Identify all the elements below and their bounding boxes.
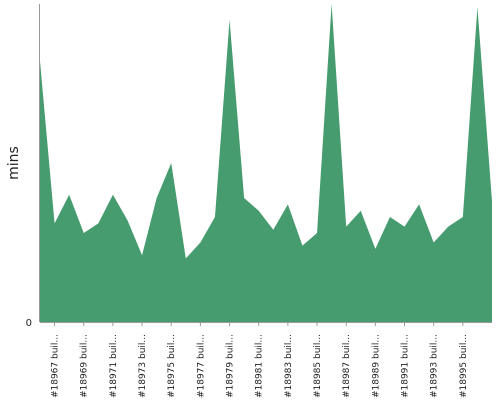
x-tick-label: #18971 buil... — [109, 334, 119, 398]
x-tick-label: #18969 buil... — [80, 334, 90, 398]
x-tick-label: #18985 buil... — [313, 334, 323, 398]
x-tick-label: #18991 buil... — [401, 334, 411, 398]
x-tick-label: #18967 buil... — [51, 334, 61, 398]
x-tick-label: #18989 buil... — [371, 334, 381, 398]
series-area — [40, 4, 492, 322]
x-tick-label: #18977 buil... — [196, 334, 206, 398]
x-axis-ticks: #18967 buil... #18969 buil... #18971 buil.… — [51, 322, 469, 398]
plot-area — [40, 4, 492, 322]
x-tick-label: #18987 buil... — [342, 334, 352, 398]
x-tick-label: #18995 buil... — [459, 334, 469, 398]
x-tick-label: #18973 buil... — [138, 334, 148, 398]
x-tick-label: #18983 buil... — [284, 334, 294, 398]
y-axis-label: mins — [6, 146, 22, 180]
x-tick-label: #18979 buil... — [226, 334, 236, 398]
x-tick-label: #18993 buil... — [430, 334, 440, 398]
x-tick-label: #18981 buil... — [255, 334, 265, 398]
y-tick-label: 0 — [26, 318, 32, 329]
x-tick-label: #18975 buil... — [167, 334, 177, 398]
